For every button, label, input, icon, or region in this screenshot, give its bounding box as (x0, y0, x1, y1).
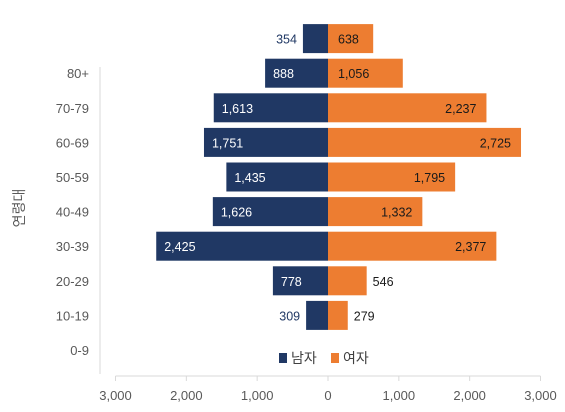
category-label: 40-49 (56, 205, 89, 220)
category-label: 70-79 (56, 101, 89, 116)
female-bars (328, 24, 522, 330)
bar-male (213, 93, 328, 123)
bar-male (272, 266, 328, 296)
data-label-male: 309 (279, 309, 300, 323)
data-label-male: 1,435 (234, 171, 265, 185)
category-label: 20-29 (56, 274, 89, 289)
bar-male (302, 24, 328, 54)
category-label: 10-19 (56, 308, 89, 323)
x-tick-label: 2,000 (170, 388, 203, 403)
legend: 남자 여자 (279, 350, 369, 366)
data-label-male: 354 (276, 33, 297, 47)
data-label-female: 279 (354, 309, 375, 323)
x-axis: 3,000 2,000 1,000 0 1,000 2,000 3,000 (99, 375, 557, 403)
x-tick-label: 2,000 (453, 388, 486, 403)
bar-male (212, 197, 328, 227)
category-label: 60-69 (56, 135, 89, 150)
bar-female (328, 58, 403, 88)
category-label: 0-9 (70, 343, 89, 358)
data-label-male: 888 (273, 67, 294, 81)
bar-female (328, 197, 423, 227)
x-tick-label: 3,000 (99, 388, 132, 403)
data-label-female: 546 (373, 275, 394, 289)
x-tick-label: 3,000 (524, 388, 557, 403)
data-label-male: 778 (281, 275, 302, 289)
data-label-male: 2,425 (164, 240, 195, 254)
data-label-male: 1,626 (221, 206, 252, 220)
male-bars (156, 24, 328, 330)
data-label-female: 2,725 (480, 136, 511, 150)
x-tick-label: 1,000 (241, 388, 274, 403)
bar-female (328, 24, 374, 54)
bar-male (203, 127, 328, 157)
data-label-male: 1,613 (222, 102, 253, 116)
data-label-female: 2,377 (455, 240, 486, 254)
data-labels: 309 279 778 546 2,425 2,377 1,626 1,332 1,435 1,7… (164, 33, 511, 324)
data-label-female: 1,795 (414, 171, 445, 185)
bar-female (328, 266, 367, 296)
legend-swatch-male (279, 353, 287, 363)
bar-male (226, 162, 328, 192)
data-label-male: 1,751 (212, 136, 243, 150)
category-label: 50-59 (56, 170, 89, 185)
category-label: 30-39 (56, 239, 89, 254)
bar-male (265, 58, 328, 88)
x-tick-label: 0 (324, 388, 331, 403)
legend-label-female: 여자 (343, 350, 369, 366)
bar-female (328, 300, 348, 330)
bar-female (328, 162, 456, 192)
data-label-female: 2,237 (445, 102, 476, 116)
legend-label-male: 남자 (291, 350, 317, 366)
bar-male (156, 231, 328, 261)
bar-female (328, 231, 497, 261)
category-label: 80+ (67, 66, 89, 81)
data-label-female: 1,332 (381, 206, 412, 220)
bar-female (328, 127, 522, 157)
x-tick-label: 1,000 (383, 388, 416, 403)
bar-female (328, 93, 487, 123)
data-label-female: 638 (338, 33, 359, 47)
legend-swatch-female (331, 353, 339, 363)
category-labels: 0-9 10-19 20-29 30-39 40-49 50-59 60-69 70-79 80… (56, 66, 101, 374)
bar-male (306, 300, 328, 330)
y-axis-label: 연령대 (11, 189, 27, 228)
data-label-female: 1,056 (338, 67, 369, 81)
